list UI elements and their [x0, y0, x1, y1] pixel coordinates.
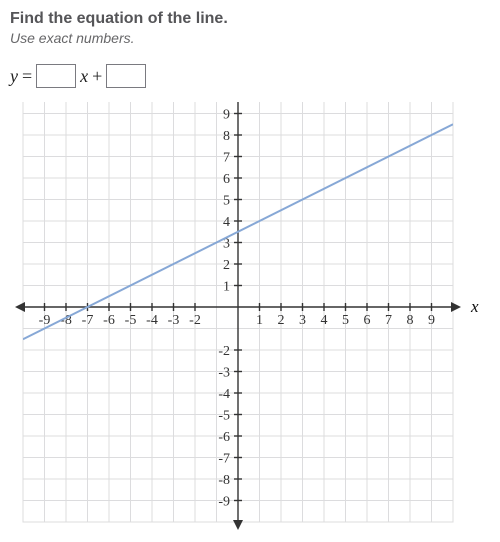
svg-text:7: 7	[385, 313, 392, 328]
equation-row: y = x +	[10, 64, 500, 88]
svg-text:4: 4	[223, 215, 230, 230]
svg-text:-6: -6	[218, 430, 230, 445]
svg-text:-5: -5	[125, 313, 137, 328]
svg-text:5: 5	[342, 313, 349, 328]
svg-text:9: 9	[428, 313, 435, 328]
svg-text:-4: -4	[218, 387, 230, 402]
plus-sign: +	[92, 66, 102, 87]
svg-text:2: 2	[223, 258, 230, 273]
svg-text:9: 9	[223, 108, 230, 123]
svg-text:6: 6	[364, 313, 371, 328]
svg-text:-4: -4	[146, 313, 158, 328]
svg-text:-2: -2	[218, 344, 230, 359]
svg-text:2: 2	[278, 313, 285, 328]
y-variable: y	[10, 66, 18, 87]
svg-text:7: 7	[223, 151, 230, 166]
svg-text:x: x	[470, 297, 479, 316]
chart-svg: -9-8-7-6-5-4-3-2123456789-9-8-7-6-5-4-3-…	[10, 102, 490, 532]
svg-text:-9: -9	[218, 495, 230, 510]
equals-sign: =	[22, 66, 32, 87]
svg-text:5: 5	[223, 194, 230, 209]
prompt-title: Find the equation of the line.	[10, 10, 500, 28]
svg-text:3: 3	[299, 313, 306, 328]
svg-text:4: 4	[321, 313, 328, 328]
svg-text:8: 8	[407, 313, 414, 328]
svg-text:1: 1	[223, 280, 230, 295]
svg-text:-7: -7	[82, 313, 94, 328]
coordinate-chart: -9-8-7-6-5-4-3-2123456789-9-8-7-6-5-4-3-…	[10, 102, 490, 532]
svg-text:-8: -8	[218, 473, 230, 488]
svg-text:-3: -3	[168, 313, 180, 328]
x-variable: x	[80, 66, 88, 87]
slope-input[interactable]	[36, 64, 76, 88]
svg-text:-3: -3	[218, 366, 230, 381]
svg-text:-2: -2	[189, 313, 201, 328]
prompt-subtitle: Use exact numbers.	[10, 30, 500, 46]
svg-text:6: 6	[223, 172, 230, 187]
svg-text:-5: -5	[218, 409, 230, 424]
svg-text:1: 1	[256, 313, 263, 328]
svg-text:-7: -7	[218, 452, 230, 467]
svg-text:-6: -6	[103, 313, 115, 328]
intercept-input[interactable]	[106, 64, 146, 88]
svg-text:8: 8	[223, 129, 230, 144]
